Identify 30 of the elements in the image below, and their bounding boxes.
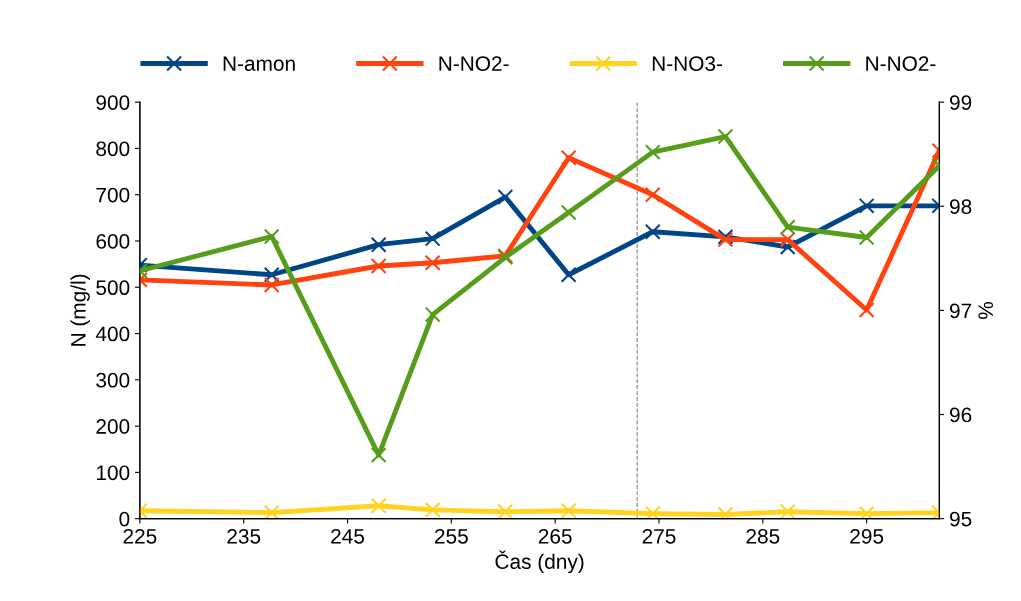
y-tick-label: 400 xyxy=(95,326,130,342)
y-tick-label: 100 xyxy=(96,465,130,481)
y-tick-label: 200 xyxy=(96,419,130,434)
y-tick-label: 700 xyxy=(96,187,130,203)
y2-tick-label: 95 xyxy=(950,511,972,527)
x-axis-title: Čas (dny) xyxy=(495,550,584,574)
y-tick-label: 0 xyxy=(119,511,130,527)
x-tick-label: 265 xyxy=(538,528,572,544)
y2-axis-title: % xyxy=(978,301,993,319)
y2-tick-label: 97 xyxy=(950,303,972,319)
y-tick-label: 600 xyxy=(96,234,130,249)
y-tick-label: 900 xyxy=(96,95,130,110)
x-tick-label: 225 xyxy=(123,528,157,544)
legend-label: N-amon xyxy=(223,56,295,71)
x-tick-label: 285 xyxy=(746,528,780,544)
y-tick-label: 300 xyxy=(96,372,130,388)
y2-tick-label: 99 xyxy=(950,95,972,110)
x-tick-label: 295 xyxy=(850,528,884,544)
y-tick-label: 800 xyxy=(96,141,130,157)
x-tick-label: 235 xyxy=(227,528,261,544)
y2-tick-label: 96 xyxy=(950,407,972,423)
x-tick-label: 275 xyxy=(642,528,676,544)
legend-label: N-NO2- xyxy=(439,56,509,71)
legend-label: N-NO3- xyxy=(652,56,723,71)
y-axis-title: N (mg/l) xyxy=(70,274,90,346)
legend-label: N-NO2- xyxy=(866,56,936,71)
y2-tick-label: 98 xyxy=(950,199,972,215)
x-tick-label: 245 xyxy=(331,528,365,544)
y-tick-label: 500 xyxy=(96,280,130,296)
x-tick-label: 255 xyxy=(435,528,468,544)
